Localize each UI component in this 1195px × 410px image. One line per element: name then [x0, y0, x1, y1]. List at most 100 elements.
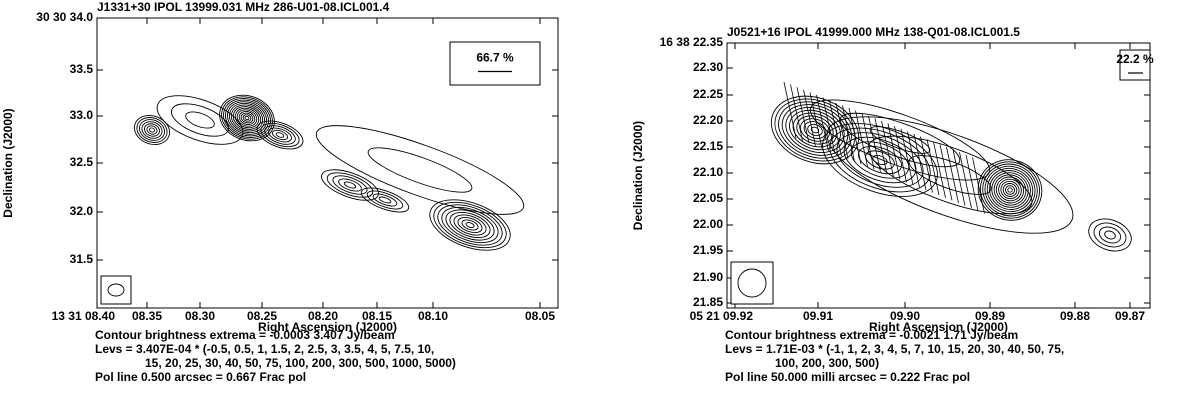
- x-tick-label: 09.87: [1115, 309, 1145, 323]
- x-tick-label: 09.90: [890, 309, 920, 323]
- pol-vector: [946, 146, 959, 204]
- contour: [433, 201, 507, 249]
- pol-vector: [861, 113, 875, 170]
- x-tick-label: 08.20: [308, 309, 338, 323]
- contour: [461, 219, 479, 231]
- pol-vector: [926, 139, 940, 196]
- contour: [326, 172, 374, 198]
- beam-box: [100, 275, 132, 305]
- contour: [315, 125, 525, 215]
- y-axis-label: Declination (J2000): [1, 108, 15, 217]
- y-tick-label: 32.0: [70, 204, 94, 218]
- contour: [244, 115, 250, 121]
- contour: [1000, 180, 1020, 200]
- contour: [227, 101, 267, 135]
- contour: [185, 111, 215, 129]
- contour: [995, 176, 1025, 204]
- contour: [991, 172, 1029, 208]
- pol-vector: [835, 102, 849, 159]
- contour: [984, 165, 1036, 215]
- contour: [785, 107, 845, 153]
- pol-box: [449, 41, 541, 86]
- contour: [822, 123, 938, 197]
- contour: [338, 178, 362, 192]
- x-tick-label: 08.25: [247, 309, 277, 323]
- y-tick-label: 21.85: [693, 295, 723, 309]
- contour: [457, 216, 483, 234]
- contour: [993, 174, 1027, 206]
- pol-vector: [783, 81, 797, 139]
- x-tick-label: 05 21 09.92: [690, 309, 754, 323]
- contour: [781, 104, 849, 156]
- caption-line: Contour brightness extrema = -0.0021 1.7…: [725, 328, 1018, 342]
- pol-vector: [887, 123, 901, 180]
- pol-vector: [900, 128, 914, 185]
- contour: [271, 129, 289, 141]
- x-tick-label: 08.35: [132, 309, 162, 323]
- pol-label: 66.7 %: [476, 51, 514, 65]
- contour: [429, 199, 511, 251]
- contour: [437, 204, 503, 246]
- pol-vector: [816, 94, 829, 152]
- panel: J0521+16 IPOL 41999.000 MHz 138-Q01-08.I…: [631, 25, 1154, 384]
- contour: [1007, 187, 1013, 193]
- contour: [332, 175, 368, 195]
- contour: [136, 117, 168, 143]
- x-tick-label: 09.91: [803, 309, 833, 323]
- contour: [449, 211, 491, 239]
- y-tick-label: 31.5: [70, 252, 94, 266]
- x-tick-label: 08.10: [418, 309, 448, 323]
- contour: [1093, 222, 1127, 248]
- contour: [865, 150, 895, 170]
- pol-vector: [965, 154, 979, 211]
- y-tick-label: 21.90: [693, 270, 723, 284]
- contour: [264, 125, 296, 145]
- contour: [256, 120, 304, 150]
- contour: [242, 114, 252, 122]
- pol-vector: [855, 110, 868, 167]
- pol-label: 22.2 %: [1116, 52, 1154, 66]
- pol-vector: [796, 87, 810, 144]
- caption-line: Levs = 3.407E-04 * (-0.5, 0.5, 1, 1.5, 2…: [95, 342, 434, 356]
- contour: [236, 109, 258, 127]
- contour: [982, 163, 1038, 217]
- contour: [980, 161, 1040, 219]
- contour: [1088, 218, 1132, 252]
- pol-vector: [803, 89, 816, 146]
- contour: [809, 99, 991, 181]
- contour: [1098, 226, 1122, 244]
- x-tick-label: 09.88: [1060, 309, 1090, 323]
- y-tick-label: 32.5: [70, 155, 94, 169]
- contour: [843, 136, 917, 184]
- pol-vector: [822, 97, 836, 154]
- y-tick-label: 21.95: [693, 243, 723, 257]
- y-tick-label: 22.20: [693, 113, 723, 127]
- contour: [1005, 185, 1015, 195]
- panel-title: J1331+30 IPOL 13999.031 MHz 286-U01-08.I…: [97, 0, 390, 14]
- contour: [774, 98, 856, 162]
- caption-line: Levs = 1.71E-03 * (-1, 1, 2, 3, 4, 5, 7,…: [725, 342, 1064, 356]
- contour: [228, 102, 266, 134]
- beam-box: [730, 261, 774, 305]
- contour: [219, 94, 275, 142]
- contour: [799, 118, 831, 142]
- beam: [737, 268, 767, 298]
- panel-title: J0521+16 IPOL 41999.000 MHz 138-Q01-08.I…: [727, 25, 1020, 39]
- pol-vector: [920, 136, 933, 193]
- contour: [138, 119, 166, 141]
- y-tick-label: 22.30: [693, 60, 723, 74]
- contour: [144, 123, 160, 137]
- pol-vector: [939, 144, 953, 201]
- contour: [366, 190, 404, 210]
- y-tick-label: 16 38 22.35: [660, 35, 724, 49]
- contour: [465, 222, 475, 228]
- pol-vector: [894, 126, 907, 183]
- contour: [268, 127, 292, 143]
- pol-vector: [913, 133, 927, 191]
- x-tick-label: 08.05: [525, 309, 555, 323]
- contour: [260, 122, 300, 148]
- contour: [372, 193, 398, 207]
- contour: [133, 115, 171, 145]
- contour: [367, 147, 473, 193]
